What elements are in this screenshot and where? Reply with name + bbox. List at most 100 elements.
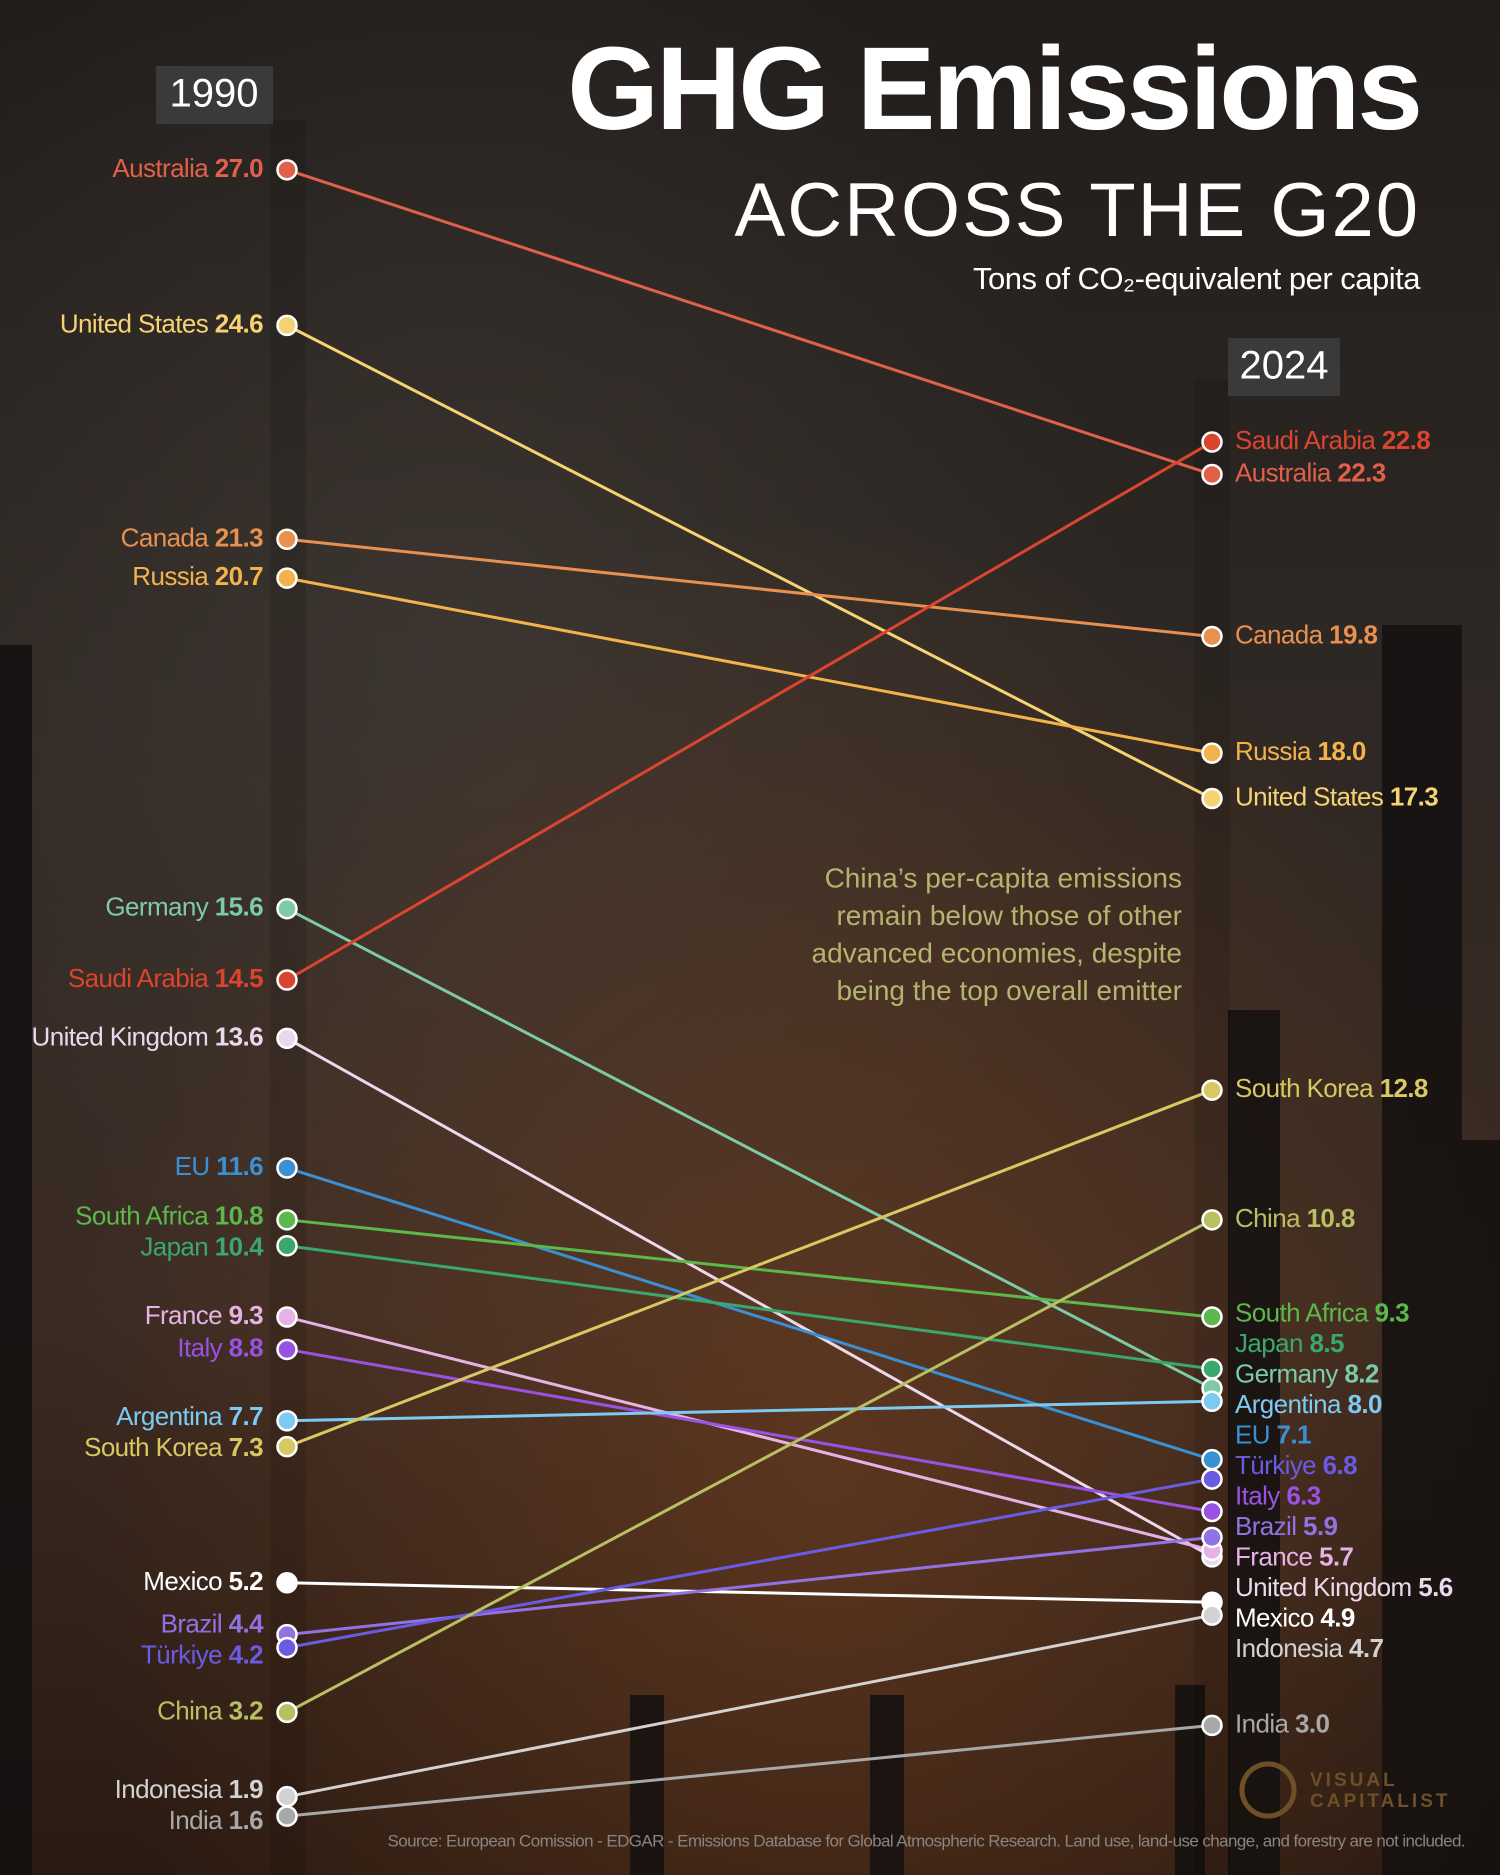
annotation: China’s per-capita emissions remain below…	[812, 862, 1182, 1006]
country-name: France	[145, 1300, 222, 1330]
flag-dot	[276, 1785, 298, 1808]
flag-dot	[276, 1234, 298, 1257]
value-label: 17.3	[1390, 781, 1438, 811]
country-label: Canada 19.8	[1235, 619, 1377, 649]
country-label: Mexico 4.9	[1235, 1602, 1355, 1632]
country-label: Australia 27.0	[112, 153, 263, 183]
country-label: United Kingdom 13.6	[32, 1021, 264, 1051]
value-label: 5.2	[229, 1566, 263, 1596]
annotation-line: China’s per-capita emissions	[825, 862, 1182, 893]
country-name: Mexico	[143, 1566, 222, 1596]
flag-dot	[1201, 1209, 1223, 1231]
slope-line	[286, 168, 1213, 476]
country-name: Australia	[1235, 457, 1332, 487]
value-label: 24.6	[215, 308, 263, 338]
country-name: India	[169, 1805, 224, 1835]
flag-dot	[276, 159, 298, 181]
period-label: 1990	[170, 72, 259, 116]
country-label: France 9.3	[145, 1300, 263, 1330]
value-label: 9.3	[229, 1300, 263, 1330]
country-name: Germany	[1235, 1358, 1338, 1388]
value-label: 3.2	[229, 1695, 263, 1725]
flag-dot	[1201, 431, 1223, 453]
flag-dot	[276, 1306, 298, 1328]
country-label: Brazil 4.4	[161, 1608, 265, 1638]
slope-line	[286, 1581, 1213, 1604]
value-label: 1.9	[229, 1774, 263, 1804]
country-label: Russia 18.0	[1235, 736, 1366, 766]
chart-title: GHG Emissions	[567, 23, 1420, 155]
country-name: Türkiye	[1235, 1450, 1316, 1480]
country-name: China	[1235, 1203, 1301, 1233]
country-label: Argentina 7.7	[116, 1401, 263, 1431]
country-name: Canada	[1235, 619, 1324, 649]
country-name: South Korea	[84, 1432, 223, 1462]
flag-dot	[276, 1157, 298, 1179]
country-label: EU 7.1	[1235, 1419, 1311, 1449]
value-label: 8.0	[1348, 1389, 1382, 1419]
country-name: China	[157, 1695, 223, 1725]
flag-dot	[1201, 625, 1223, 648]
flag-dot	[276, 1636, 298, 1659]
flag-dot	[1201, 1500, 1223, 1523]
slope-line	[286, 537, 1213, 638]
logo-text: VISUAL	[1310, 1770, 1398, 1791]
slope-line	[286, 1613, 1213, 1799]
flag-dot	[276, 1701, 298, 1724]
flag-dot	[1201, 742, 1223, 764]
country-label: South Korea 7.3	[84, 1432, 263, 1462]
country-name: Saudi Arabia	[1235, 425, 1376, 455]
period-label: 2024	[1240, 344, 1329, 388]
value-label: 12.8	[1380, 1073, 1428, 1103]
value-label: 22.3	[1337, 457, 1385, 487]
value-label: 6.3	[1286, 1480, 1320, 1510]
country-label: France 5.7	[1235, 1541, 1353, 1571]
flag-dot	[276, 969, 298, 991]
country-label: Argentina 8.0	[1235, 1389, 1382, 1419]
slope-line	[286, 324, 1213, 800]
country-name: Saudi Arabia	[68, 963, 209, 993]
country-name: Canada	[121, 522, 210, 552]
unit-label: Tons of CO₂-equivalent per capita	[973, 261, 1421, 296]
flag-dot	[1201, 463, 1223, 486]
flag-dot	[276, 1435, 298, 1458]
country-label: China 3.2	[157, 1695, 263, 1725]
slope-line	[286, 1166, 1213, 1462]
annotation-line: remain below those of other	[836, 900, 1182, 931]
country-label: Indonesia 1.9	[115, 1774, 263, 1804]
country-label: India 3.0	[1235, 1708, 1329, 1738]
value-label: 13.6	[215, 1021, 263, 1051]
country-label: Australia 22.3	[1235, 457, 1386, 487]
value-label: 7.7	[229, 1401, 263, 1431]
flag-dot	[1201, 1448, 1223, 1471]
value-label: 7.1	[1277, 1419, 1311, 1449]
value-label: 14.5	[215, 963, 263, 993]
value-label: 10.8	[1307, 1203, 1355, 1233]
country-label: Germany 15.6	[105, 892, 263, 922]
country-name: United Kingdom	[1235, 1572, 1412, 1602]
value-label: 20.7	[215, 561, 263, 591]
country-label: China 10.8	[1235, 1203, 1355, 1233]
flag-dot	[1201, 1526, 1223, 1549]
flag-dot	[276, 1209, 298, 1231]
value-label: 1.6	[229, 1805, 263, 1835]
country-label: India 1.6	[169, 1805, 263, 1835]
flag-dot	[276, 1027, 298, 1050]
slope-line	[286, 1347, 1213, 1513]
annotation-line: advanced economies, despite	[812, 937, 1182, 968]
country-label: United Kingdom 5.6	[1235, 1572, 1453, 1602]
country-label: Türkiye 6.8	[1235, 1450, 1357, 1480]
flag-dot	[276, 314, 298, 337]
country-name: Russia	[132, 561, 209, 591]
lines	[286, 168, 1213, 1818]
value-label: 8.2	[1344, 1358, 1378, 1388]
country-name: United Kingdom	[32, 1021, 209, 1051]
country-label: Mexico 5.2	[143, 1566, 263, 1596]
value-label: 22.8	[1382, 425, 1430, 455]
country-name: Argentina	[116, 1401, 223, 1431]
country-label: Brazil 5.9	[1235, 1511, 1338, 1541]
period-box	[156, 66, 273, 124]
slope-line	[286, 1244, 1213, 1371]
value-label: 18.0	[1318, 736, 1366, 766]
